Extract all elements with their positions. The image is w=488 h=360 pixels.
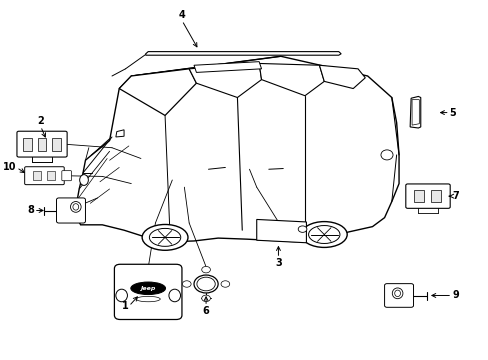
Bar	[414, 190, 423, 202]
FancyBboxPatch shape	[384, 284, 413, 307]
Polygon shape	[145, 51, 341, 55]
Ellipse shape	[301, 222, 346, 247]
Text: 4: 4	[178, 10, 185, 21]
Text: 7: 7	[451, 191, 458, 201]
Ellipse shape	[197, 277, 215, 291]
FancyBboxPatch shape	[61, 171, 71, 181]
Ellipse shape	[202, 295, 210, 302]
Ellipse shape	[194, 275, 218, 293]
Polygon shape	[409, 96, 420, 128]
Ellipse shape	[221, 281, 229, 287]
Text: 10: 10	[3, 162, 17, 172]
Ellipse shape	[202, 266, 210, 273]
Polygon shape	[256, 220, 306, 243]
Text: 1: 1	[122, 301, 129, 311]
Ellipse shape	[380, 150, 392, 160]
Ellipse shape	[70, 202, 81, 212]
Text: 8: 8	[27, 206, 34, 216]
Polygon shape	[116, 130, 124, 137]
FancyBboxPatch shape	[17, 131, 67, 157]
Ellipse shape	[131, 282, 165, 294]
Ellipse shape	[308, 226, 339, 243]
Polygon shape	[319, 65, 365, 89]
Ellipse shape	[73, 204, 79, 210]
Text: Jeep: Jeep	[140, 286, 156, 291]
Bar	[52, 138, 61, 150]
Text: 3: 3	[275, 258, 281, 268]
Polygon shape	[189, 63, 261, 98]
Ellipse shape	[394, 290, 400, 297]
Polygon shape	[259, 63, 324, 96]
Ellipse shape	[116, 289, 127, 302]
Bar	[430, 190, 440, 202]
Polygon shape	[194, 62, 261, 72]
Text: 2: 2	[37, 116, 44, 126]
Text: 6: 6	[203, 306, 209, 316]
Ellipse shape	[149, 228, 181, 246]
FancyBboxPatch shape	[405, 184, 449, 208]
FancyBboxPatch shape	[114, 264, 182, 319]
Text: 5: 5	[449, 108, 455, 118]
Ellipse shape	[168, 289, 180, 302]
Bar	[23, 138, 32, 150]
Bar	[38, 138, 46, 150]
FancyBboxPatch shape	[24, 167, 64, 185]
Ellipse shape	[80, 175, 88, 185]
Ellipse shape	[182, 281, 191, 287]
Ellipse shape	[142, 225, 187, 250]
Ellipse shape	[136, 296, 160, 302]
FancyBboxPatch shape	[57, 198, 85, 223]
Bar	[47, 171, 55, 180]
Polygon shape	[411, 100, 418, 125]
Circle shape	[298, 226, 306, 232]
Text: 9: 9	[451, 291, 458, 301]
Bar	[33, 171, 41, 180]
Ellipse shape	[391, 288, 402, 299]
Polygon shape	[119, 69, 196, 116]
Polygon shape	[76, 56, 398, 242]
